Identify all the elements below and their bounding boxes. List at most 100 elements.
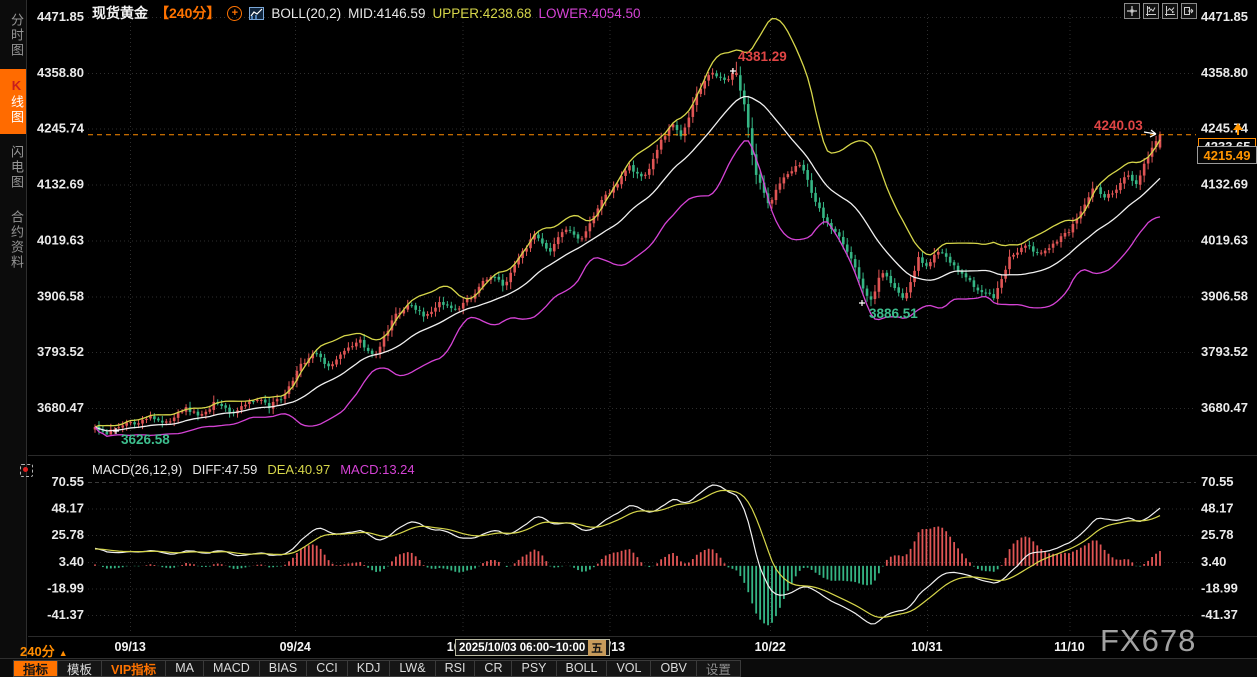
kline-chart-icon[interactable] <box>249 6 265 20</box>
price-up-arrow-icon <box>1233 123 1243 135</box>
secondary-price-marker: 4215.49 <box>1197 146 1257 164</box>
toolbar-item-indicators[interactable]: 指标 <box>13 659 59 677</box>
boll-lower-line <box>94 140 1161 438</box>
toolbar-item-cci[interactable]: CCI <box>306 659 348 677</box>
interval-tag: 【240分】 <box>155 5 221 21</box>
toolbar-item-macd[interactable]: MACD <box>202 659 260 677</box>
boll-upper-value: UPPER:4238.68 <box>432 5 532 21</box>
toolbar-item-cr[interactable]: CR <box>474 659 513 677</box>
interval-dropdown-label: 240分 <box>20 644 55 659</box>
tooltip-weekday: 五 <box>588 639 606 656</box>
start-low-price-label: 3626.58 <box>121 432 170 447</box>
extreme-marker-icon <box>730 68 736 74</box>
watermark: FX678 <box>1100 623 1197 658</box>
price-tick-left: 4471.85 <box>37 9 84 24</box>
boll-upper-line <box>94 18 1161 428</box>
macd-diff-line <box>94 484 1161 625</box>
date-tick: 10/31 <box>911 640 942 654</box>
toolbar-item-lwr[interactable]: LW& <box>389 659 436 677</box>
extreme-marker-icon <box>113 428 119 434</box>
time-tooltip: 2025/10/03 06:00~10:00 五 <box>455 639 610 656</box>
annotations: 4381.29 3886.51 3626.58 4240.03 <box>113 49 1157 447</box>
peak-price-label: 4381.29 <box>738 49 787 64</box>
price-tick-left: 4132.69 <box>37 177 84 192</box>
price-tick-right: 4245.74 <box>1201 121 1249 136</box>
macd-tick-right: 25.78 <box>1201 527 1234 542</box>
jump-start-icon[interactable] <box>1143 3 1159 19</box>
sidebar-item-time-chart[interactable]: 分时图 <box>9 13 24 58</box>
macd-histogram <box>94 526 1161 626</box>
indicator-toolbar: 指标 模板 VIP指标 MA MACD BIAS CCI KDJ LW& RSI CR PSY BOLL… <box>0 658 1257 677</box>
kline-tab-rest: 线图 <box>9 95 24 125</box>
macd-tick-left: 25.78 <box>51 527 84 542</box>
price-tick-left: 3793.52 <box>37 344 84 359</box>
toolbar-item-psy[interactable]: PSY <box>511 659 557 677</box>
sidebar-item-kline-chart[interactable]: K线图 <box>0 69 26 134</box>
toolbar-item-vol[interactable]: VOL <box>606 659 652 677</box>
toolbar-item-rsi[interactable]: RSI <box>434 659 476 677</box>
trough-price-label: 3886.51 <box>869 306 918 321</box>
chart-tool-icons <box>1124 3 1197 19</box>
date-tick: 11/10 <box>1054 640 1085 654</box>
price-tick-left: 3906.58 <box>37 288 84 303</box>
tooltip-datetime: 2025/10/03 06:00~10:00 <box>459 641 586 654</box>
circle-plus-icon[interactable]: + <box>227 5 243 21</box>
macd-tick-right: 70.55 <box>1201 474 1234 489</box>
price-tick-right: 4132.69 <box>1201 177 1248 192</box>
macd-lines <box>94 484 1161 625</box>
toolbar-item-ma[interactable]: MA <box>165 659 204 677</box>
macd-header: MACD(26,12,9) DIFF:47.59 DEA:40.97 MACD:… <box>92 462 415 477</box>
macd-tick-right: 48.17 <box>1201 501 1234 516</box>
sidebar-item-flash-chart[interactable]: 闪电图 <box>9 145 24 190</box>
chevron-up-icon: ▲ <box>58 648 68 658</box>
date-tick: 09/24 <box>280 640 311 654</box>
recent-high-price-label: 4240.03 <box>1094 118 1143 133</box>
bollinger-layer <box>94 18 1161 438</box>
recent-high-arrow-icon <box>1143 129 1157 138</box>
macd-tick-left: 70.55 <box>51 474 84 489</box>
price-tick-right: 3906.58 <box>1201 288 1248 303</box>
macd-dea-line <box>94 489 1161 618</box>
gridlines <box>28 14 1257 637</box>
macd-title: MACD(26,12,9) <box>92 462 183 477</box>
price-tick-left: 4358.80 <box>37 65 84 80</box>
crosshair-icon[interactable] <box>1124 3 1140 19</box>
price-tick-left: 4245.74 <box>37 121 85 136</box>
interval-dropdown[interactable]: 240分 ▲ <box>20 641 68 660</box>
price-tick-right: 4019.63 <box>1201 232 1248 247</box>
price-tick-right: 3793.52 <box>1201 344 1248 359</box>
macd-tick-left: 3.40 <box>59 554 84 569</box>
toolbar-item-bias[interactable]: BIAS <box>258 659 308 677</box>
macd-tick-left: -18.99 <box>47 580 84 595</box>
sidebar-item-contract-info[interactable]: 合约资料 <box>9 210 24 270</box>
toolbar-item-boll[interactable]: BOLL <box>555 659 608 677</box>
toolbar-item-settings[interactable]: 设置 <box>695 659 741 677</box>
boll-lower-value: LOWER:4054.50 <box>538 5 641 21</box>
date-tick: 09/13 <box>115 640 146 654</box>
macd-tick-left: 48.17 <box>51 501 84 516</box>
price-tick-right: 4358.80 <box>1201 65 1248 80</box>
macd-tick-right: 3.40 <box>1201 554 1226 569</box>
macd-tick-right: -41.37 <box>1201 607 1238 622</box>
boll-mid-value: MID:4146.59 <box>348 5 426 21</box>
axis-labels: 4471.85 4471.85 4358.80 4358.80 4245.74 4245.… <box>37 9 1249 654</box>
macd-macd-value: MACD:13.24 <box>340 462 415 477</box>
toolbar-item-vip-indicators[interactable]: VIP指标 <box>101 659 167 677</box>
price-tick-left: 4019.63 <box>37 232 84 247</box>
price-tick-right: 3680.47 <box>1201 400 1248 415</box>
toolbar-item-obv[interactable]: OBV <box>650 659 697 677</box>
date-tick: 10/22 <box>755 640 786 654</box>
macd-tick-left: -41.37 <box>47 607 84 622</box>
exit-pane-icon[interactable] <box>1181 3 1197 19</box>
toolbar-item-kdj[interactable]: KDJ <box>346 659 391 677</box>
macd-tick-right: -18.99 <box>1201 580 1238 595</box>
indicator-alarm-icon[interactable] <box>20 464 33 477</box>
jump-end-icon[interactable] <box>1162 3 1178 19</box>
macd-dea-value: DEA:40.97 <box>267 462 331 477</box>
toolbar-item-templates[interactable]: 模板 <box>57 659 103 677</box>
price-tick-left: 3680.47 <box>37 400 84 415</box>
boll-mid-line <box>94 95 1161 432</box>
boll-indicator-label: BOLL(20,2) <box>271 5 342 21</box>
symbol-name: 现货黄金 <box>92 5 148 21</box>
